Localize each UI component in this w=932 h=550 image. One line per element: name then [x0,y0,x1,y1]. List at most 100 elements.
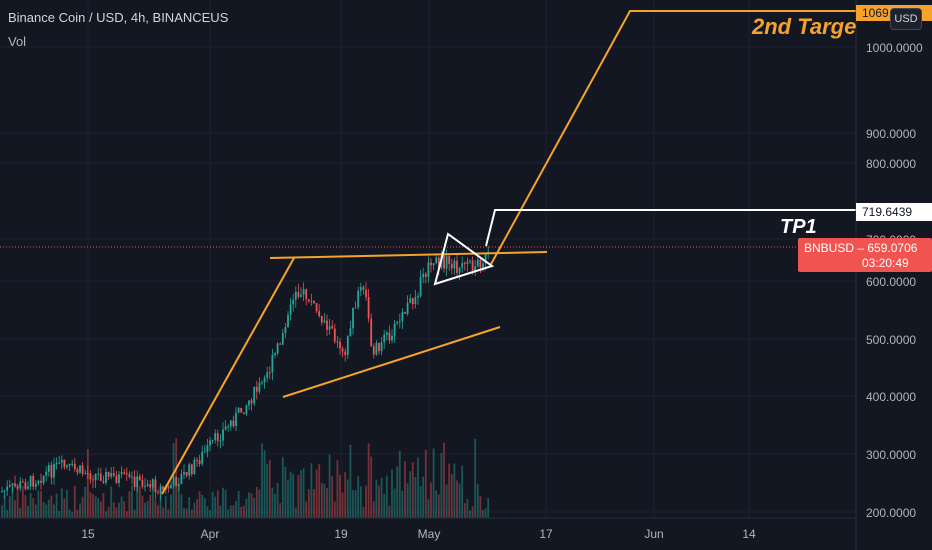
candle-body [284,327,287,334]
volume-bar [232,505,235,518]
volume-bar [284,466,287,518]
volume-bar [118,502,120,518]
candle-body [242,412,245,415]
candle-body [437,257,440,268]
candle-body [398,321,401,323]
volume-bar [362,506,365,518]
volume-bar [414,477,417,518]
currency-button[interactable]: USD [890,8,922,30]
candle-body [393,323,396,336]
candle-body [66,465,68,468]
volume-bar [476,484,479,518]
candle-body [40,480,42,483]
date-axis-label: Jun [644,527,664,541]
candle-body [47,465,50,472]
candle-body [125,473,128,475]
volume-bar [188,497,191,518]
volume-bar [352,490,354,518]
volume-bar [469,510,471,518]
candle-body [253,387,256,404]
candle-body [367,297,370,319]
candle-body [123,472,126,474]
candle-body [37,480,40,484]
candle-body [388,332,391,341]
volume-bar [68,509,71,518]
volume-bar [6,509,9,518]
candle-body [297,291,300,297]
volume-bar [432,448,435,518]
volume-bar [417,457,419,518]
volume-bar [14,500,16,518]
volume-bar [190,509,193,518]
candle-body [323,320,326,323]
candle-body [201,451,204,464]
volume-bar [19,507,22,518]
price-axis-label: 400.0000 [866,390,917,404]
candle-body [443,255,445,269]
candle-body [162,486,165,490]
bar-countdown: 03:20:49 [862,256,909,270]
second-target-annotation[interactable]: 2nd Targe [752,14,857,39]
volume-bar [34,504,37,518]
candlesticks [1,245,490,501]
candle-body [55,462,58,464]
candle-body [193,459,196,475]
candle-body [365,289,367,298]
volume-bar [359,486,362,518]
volume-bar [149,494,152,518]
candle-body [29,475,32,487]
price-axis-label: 500.0000 [866,333,917,347]
volume-bar [406,483,409,518]
candle-body [138,476,141,480]
candle-body [435,257,438,264]
candle-body [349,328,352,337]
tp1-annotation[interactable]: TP1 [780,216,817,238]
volume-bar [86,449,89,518]
candle-body [154,479,157,493]
volume-indicator-label[interactable]: Vol [8,34,27,49]
volume-bar [287,479,289,518]
pennant-triangle [433,232,495,286]
candle-body [175,477,178,487]
candle-body [268,372,271,374]
candle-body [357,290,360,308]
candle-body [227,426,230,428]
volume-bar [131,485,133,518]
volume-bar [24,495,27,518]
volume-bar [224,489,227,518]
candle-body [409,298,412,303]
candle-body [417,295,419,298]
volume-bar [16,484,19,518]
volume-bar [266,463,269,518]
price-axis-label: 900.0000 [866,127,917,141]
symbol-title: Binance Coin / USD, 4h, BINANCEUS [8,10,229,25]
volume-bar [206,506,209,518]
volume-bar [66,489,68,518]
candle-body [305,289,308,300]
tp1-projection-line [485,209,856,247]
volume-bar [391,469,393,518]
last-price-tag: BNBUSD – 659.0706 03:20:49 [798,238,932,272]
candle-body [375,342,378,355]
volume-bar [102,493,105,518]
volume-bar [336,460,339,518]
candle-body [240,407,243,413]
candle-body [341,348,344,352]
candle-body [484,253,487,264]
candle-body [458,267,461,273]
volume-bar [357,476,360,518]
volume-bar [240,506,243,518]
volume-bar [305,501,308,518]
volume-bar [396,466,399,518]
volume-bar [258,489,261,518]
volume-bar [123,501,126,518]
candle-body [263,377,266,383]
volume-bar [105,511,107,518]
candle-body [404,312,406,314]
volume-bar [318,464,321,518]
volume-bar [216,490,219,518]
date-axis-label: 14 [742,527,756,541]
volume-bar [214,496,217,518]
candle-body [255,387,258,392]
